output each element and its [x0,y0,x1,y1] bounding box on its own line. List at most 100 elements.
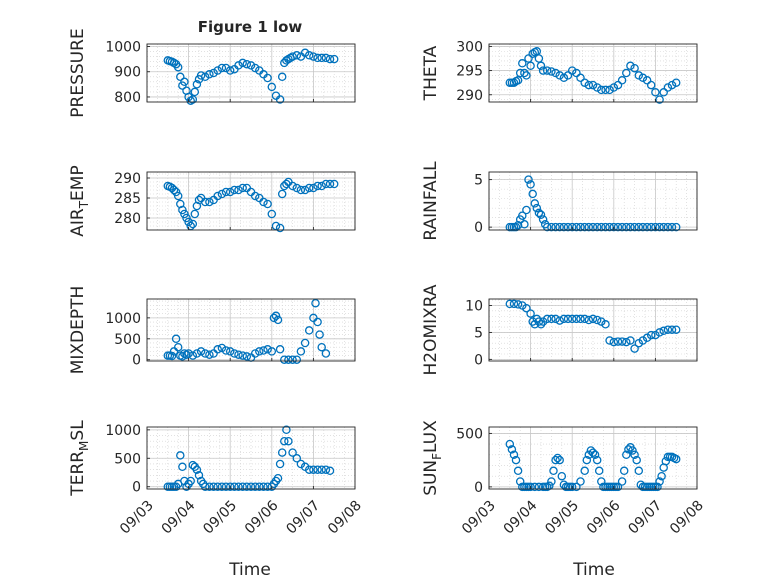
data-point [217,482,227,491]
data-point [638,336,648,345]
y-axis-label: RAINFALL [421,161,441,241]
data-point [576,314,585,324]
data-point [663,83,673,92]
data-point [542,314,552,324]
data-point [515,477,525,486]
data-point [651,88,660,97]
data-point [526,61,535,71]
data-point [526,482,535,492]
data-point [528,189,537,199]
data-point [622,222,631,232]
data-point [536,61,546,71]
data-point [180,476,189,486]
plot-area [489,172,697,230]
data-point [655,222,664,232]
data-point [277,448,287,457]
data-point [663,325,673,334]
data-point [588,222,598,232]
data-point [634,466,644,476]
data-point [296,347,306,356]
y-axis-label: THETA [421,45,441,101]
data-point [190,209,200,219]
data-point [309,465,318,474]
data-point [509,450,519,460]
data-point [263,73,272,83]
data-point [528,49,537,58]
data-point [292,51,302,60]
data-point [592,83,602,92]
data-point [275,459,285,469]
data-point [329,179,339,189]
data-point [213,345,222,354]
figure-title: Figure 1 low [198,18,303,36]
data-point [238,183,247,193]
data-point [553,453,562,463]
y-tick-label: 0 [132,353,141,369]
data-point [173,342,183,352]
data-point [280,355,289,364]
data-point [671,78,681,87]
data-point [617,477,627,486]
data-point [178,462,187,472]
data-point [192,349,202,358]
data-point [317,465,326,474]
data-point [567,222,577,232]
y-axis-label: AIRTEMP [68,165,91,236]
data-point [242,59,252,69]
data-point [196,347,206,356]
data-point [182,213,191,223]
data-point [530,482,540,492]
x-axis-label-left: Time [228,560,271,580]
data-point [325,179,335,189]
data-point [217,63,227,73]
data-point [628,446,637,455]
axes-frame [146,43,356,103]
data-point [582,455,592,465]
data-point [209,482,218,491]
y-tick-label: 290 [456,88,483,104]
data-point [538,215,548,224]
data-point [275,345,285,354]
data-point [584,80,594,90]
data-point [282,425,291,435]
data-point [288,181,297,191]
data-point [559,314,569,324]
subplot-3: 280 285 290 AIRTEMP [68,165,356,237]
data-point [584,450,594,460]
data-point [671,325,681,334]
data-point [671,454,681,464]
y-tick-label: 500 [114,451,141,467]
x-axis-label-right: Time [572,560,615,580]
data-point [534,482,544,492]
data-point [309,183,318,193]
data-point [622,68,631,78]
data-point [630,63,639,73]
data-point [505,299,515,309]
data-point [242,352,252,361]
data-point [180,77,189,87]
data-point [576,73,585,83]
data-point [315,330,324,339]
y-tick-label: 10 [465,298,483,314]
data-point [321,465,331,474]
data-point [646,80,656,90]
data-point [563,222,573,232]
data-point [259,346,268,355]
data-point [238,58,247,68]
data-point [275,95,285,104]
data-point [200,197,210,207]
data-point [617,222,627,232]
data-point [592,222,602,232]
data-point [597,222,606,232]
y-axis-label: SUNFLUX [421,420,444,496]
data-point [609,337,619,347]
data-point [609,83,619,92]
data-point [547,222,556,232]
data-point [605,336,614,345]
data-point [555,316,564,325]
data-point [588,448,598,457]
data-point [221,346,231,355]
data-point [192,465,202,474]
data-point [169,185,179,195]
data-point [200,482,210,491]
